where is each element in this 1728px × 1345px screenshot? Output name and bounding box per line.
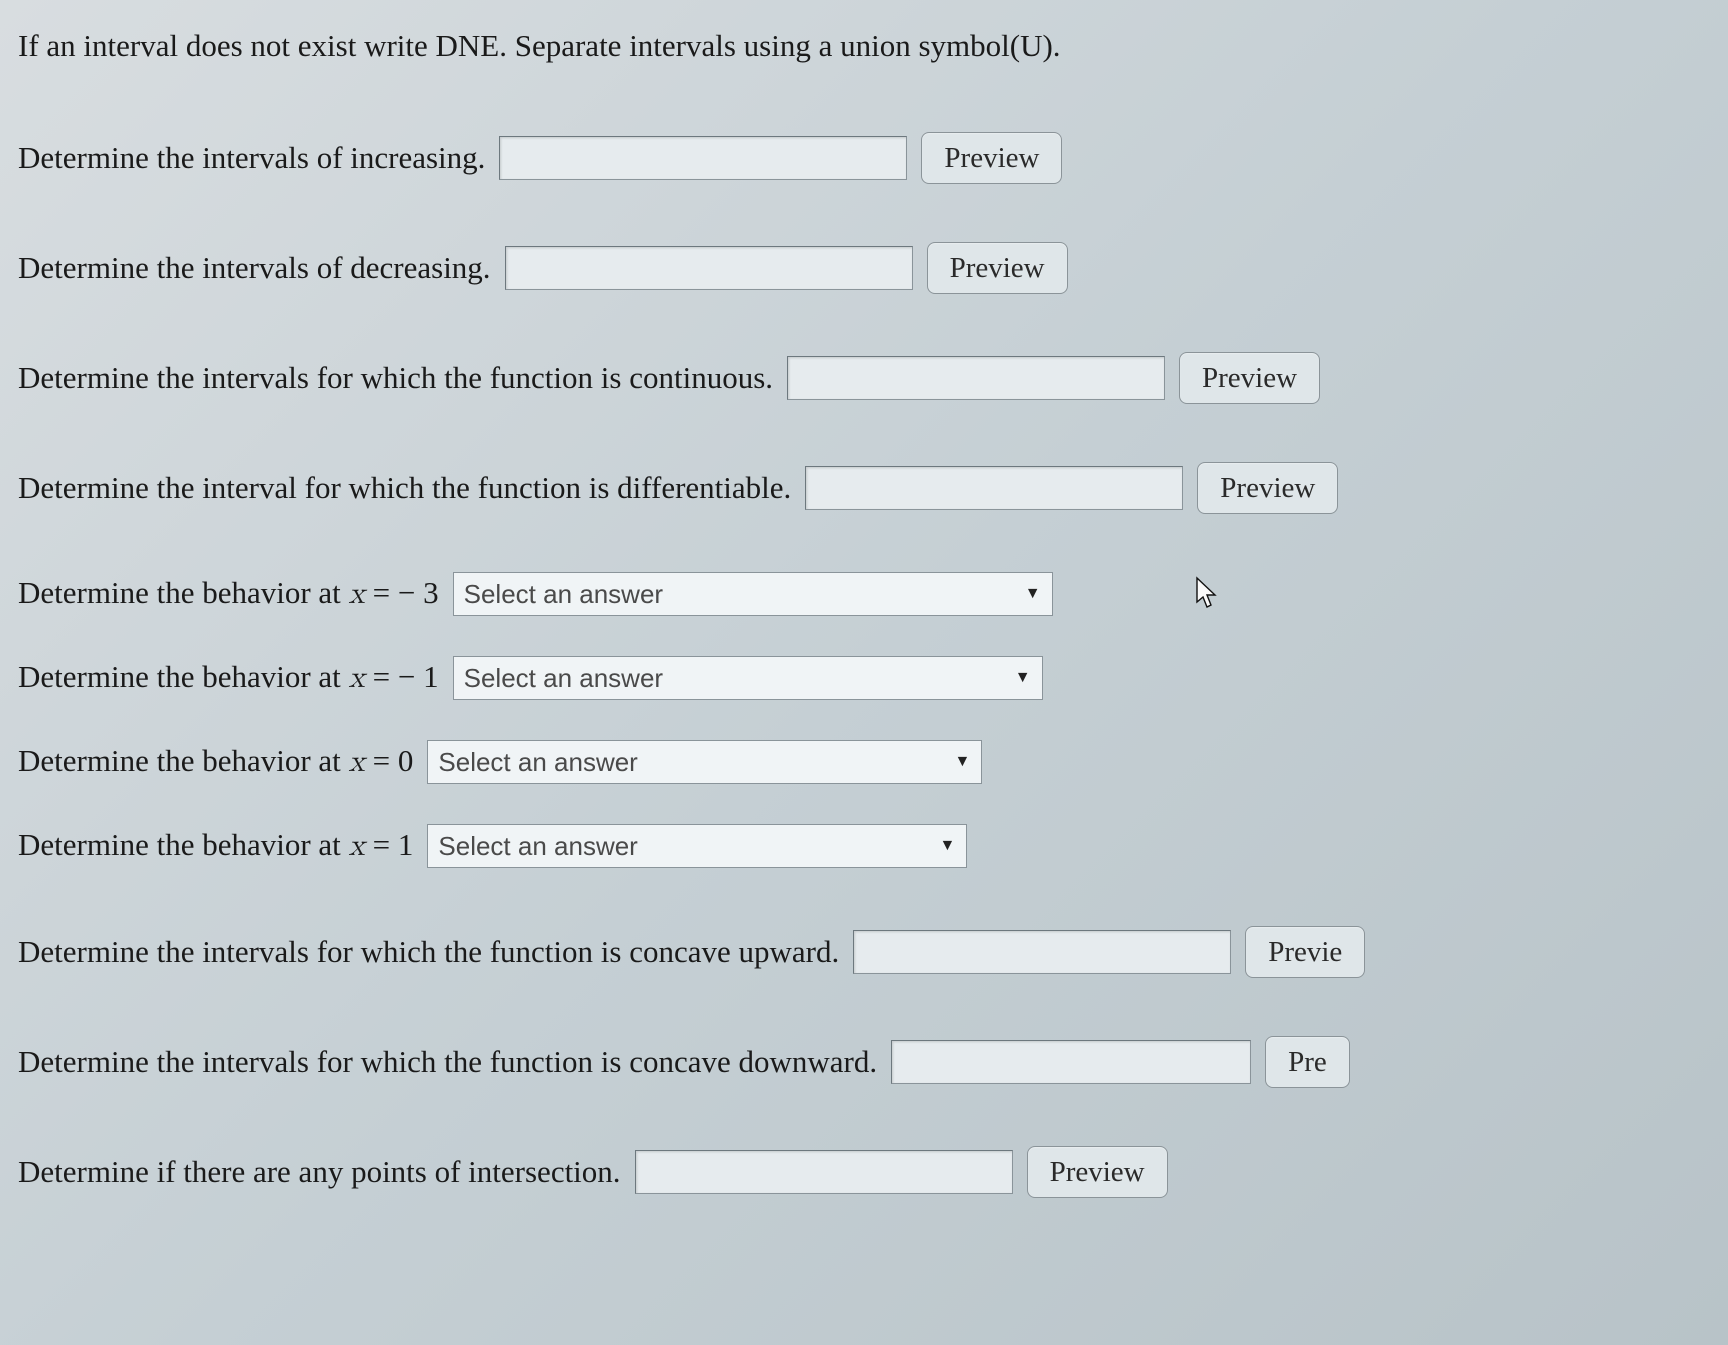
q5-eq: = − 3	[365, 575, 439, 610]
q8-label: Determine the behavior at x = 1	[18, 827, 413, 865]
q7-var: x	[349, 747, 365, 778]
q8-label-pre: Determine the behavior at	[18, 827, 349, 862]
q9-input[interactable]	[853, 930, 1231, 974]
q2-preview-button[interactable]: Preview	[927, 242, 1068, 294]
q7-label: Determine the behavior at x = 0	[18, 743, 413, 781]
q7-eq: = 0	[365, 743, 413, 778]
q4-label: Determine the interval for which the fun…	[18, 470, 791, 506]
q11-preview-button[interactable]: Preview	[1027, 1146, 1168, 1198]
instruction-text: If an interval does not exist write DNE.…	[18, 28, 1061, 64]
q7-label-pre: Determine the behavior at	[18, 743, 349, 778]
q3-input[interactable]	[787, 356, 1165, 400]
q6-var: x	[349, 663, 365, 694]
q3-label: Determine the intervals for which the fu…	[18, 360, 773, 396]
q7-select[interactable]: Select an answer	[427, 740, 982, 784]
q2-input[interactable]	[505, 246, 913, 290]
q10-input[interactable]	[891, 1040, 1251, 1084]
q4-input[interactable]	[805, 466, 1183, 510]
q6-label: Determine the behavior at x = − 1	[18, 659, 439, 697]
q1-input[interactable]	[499, 136, 907, 180]
q3-preview-button[interactable]: Preview	[1179, 352, 1320, 404]
q6-label-pre: Determine the behavior at	[18, 659, 349, 694]
q4-preview-button[interactable]: Preview	[1197, 462, 1338, 514]
q10-preview-button[interactable]: Pre	[1265, 1036, 1350, 1088]
q8-select[interactable]: Select an answer	[427, 824, 967, 868]
q6-eq: = − 1	[365, 659, 439, 694]
q11-input[interactable]	[635, 1150, 1013, 1194]
q5-select[interactable]: Select an answer	[453, 572, 1053, 616]
q5-label: Determine the behavior at x = − 3	[18, 575, 439, 613]
q5-label-pre: Determine the behavior at	[18, 575, 349, 610]
q8-eq: = 1	[365, 827, 413, 862]
q8-var: x	[349, 831, 365, 862]
q11-label: Determine if there are any points of int…	[18, 1154, 621, 1190]
q2-label: Determine the intervals of decreasing.	[18, 250, 491, 286]
mouse-cursor-icon	[1193, 576, 1221, 612]
q1-preview-button[interactable]: Preview	[921, 132, 1062, 184]
q6-select[interactable]: Select an answer	[453, 656, 1043, 700]
q9-preview-button[interactable]: Previe	[1245, 926, 1365, 978]
q1-label: Determine the intervals of increasing.	[18, 140, 485, 176]
q9-label: Determine the intervals for which the fu…	[18, 934, 839, 970]
q5-var: x	[349, 579, 365, 610]
q10-label: Determine the intervals for which the fu…	[18, 1044, 877, 1080]
